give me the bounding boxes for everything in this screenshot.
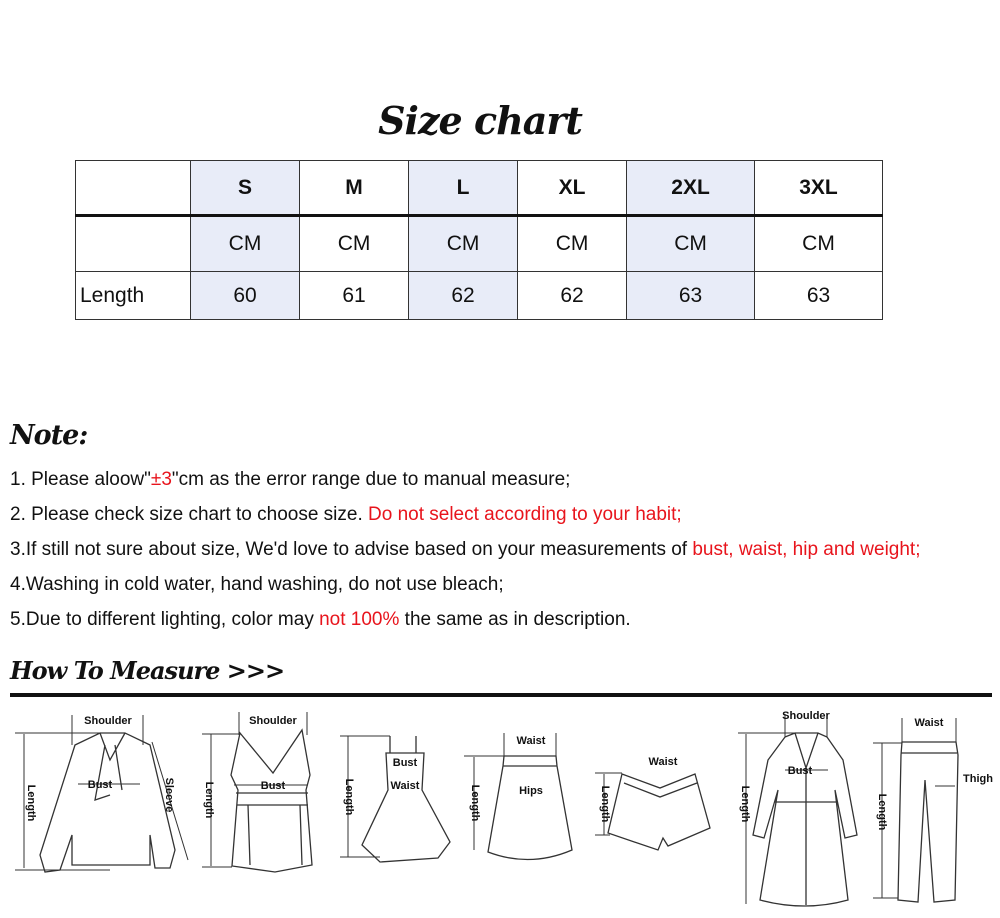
shorts-diagram: Waist Length <box>595 756 711 851</box>
blouse-diagram: Shoulder Bust Length Sleeve <box>15 715 189 873</box>
coat-diagram: Shoulder Bust Length <box>738 710 858 907</box>
label-bust: Bust <box>261 780 286 792</box>
note-line-2: 2. Please check size chart to choose siz… <box>10 504 682 526</box>
note-text: 4.Washing in cold water, hand washing, d… <box>10 574 504 595</box>
unit-cell: CM <box>626 215 755 272</box>
label-waist: Waist <box>391 780 420 792</box>
label-waist: Waist <box>517 735 546 747</box>
unit-row: CM CM CM CM CM CM <box>75 215 883 272</box>
length-cell: 61 <box>299 271 410 320</box>
label-length: Length <box>599 786 611 823</box>
label-bust: Bust <box>393 757 418 769</box>
size-s: S <box>189 160 301 217</box>
note-text: "cm as the error range due to manual mea… <box>171 469 571 490</box>
label-length: Length <box>469 785 481 822</box>
unit-row-label <box>75 215 191 272</box>
label-shoulder: Shoulder <box>84 715 132 727</box>
length-row-label: Length <box>75 271 191 320</box>
skirt-diagram: Waist Hips Length <box>464 733 573 861</box>
label-sleeve: Sleeve <box>163 778 175 813</box>
size-header-row: S M L XL 2XL 3XL <box>75 160 883 217</box>
length-cell: 62 <box>517 271 628 320</box>
tank-top-diagram: Shoulder Bust Length <box>202 712 313 873</box>
label-length: Length <box>343 779 355 816</box>
label-shoulder: Shoulder <box>782 710 830 722</box>
size-m: M <box>299 160 410 217</box>
unit-cell: CM <box>517 215 628 272</box>
label-thigh: Thigh <box>963 773 993 785</box>
note-line-4: 4.Washing in cold water, hand washing, d… <box>10 574 504 596</box>
note-line-3: 3.If still not sure about size, We'd lov… <box>10 539 921 561</box>
size-2xl: 2XL <box>626 160 755 217</box>
note-line-5: 5.Due to different lighting, color may n… <box>10 609 631 631</box>
page-title: Size chart <box>378 98 583 143</box>
size-xl: XL <box>517 160 628 217</box>
note-text: 2. Please check size chart to choose siz… <box>10 504 369 525</box>
length-cell: 63 <box>626 271 755 320</box>
label-bust: Bust <box>88 779 113 791</box>
label-length: Length <box>203 782 215 819</box>
label-length: Length <box>25 785 37 822</box>
note-text: 5.Due to different lighting, color may <box>10 609 320 630</box>
unit-cell: CM <box>408 215 519 272</box>
size-l: L <box>408 160 519 217</box>
length-cell: 63 <box>754 271 883 320</box>
length-row: Length 60 61 62 62 63 63 <box>75 271 883 320</box>
note-text: 1. Please aloow" <box>10 469 151 490</box>
label-hips: Hips <box>519 785 543 797</box>
corner-cell <box>75 160 191 217</box>
label-length: Length <box>739 786 751 823</box>
unit-cell: CM <box>299 215 410 272</box>
dress-diagram: Bust Waist Length <box>340 735 451 863</box>
unit-cell: CM <box>754 215 883 272</box>
label-length: Length <box>876 794 888 831</box>
note-highlight: not 100% <box>319 609 400 630</box>
measurement-diagrams: Shoulder Bust Length Sleeve Shoulder Bus… <box>15 710 993 907</box>
note-text: 3.If still not sure about size, We'd lov… <box>10 539 693 560</box>
label-waist: Waist <box>915 717 944 729</box>
unit-cell: CM <box>189 215 301 272</box>
size-table: S M L XL 2XL 3XL CM CM CM CM CM CM Lengt… <box>75 160 883 320</box>
note-highlight: Do not select according to your habit; <box>368 504 682 525</box>
pants-diagram: Waist Thigh Length <box>873 717 993 903</box>
label-waist: Waist <box>649 756 678 768</box>
section-divider <box>10 693 992 697</box>
note-highlight: bust, waist, hip and weight; <box>692 539 921 560</box>
note-highlight: ±3 <box>150 469 172 490</box>
label-bust: Bust <box>788 765 813 777</box>
size-3xl: 3XL <box>754 160 883 217</box>
note-line-1: 1. Please aloow"±3"cm as the error range… <box>10 469 570 491</box>
length-cell: 60 <box>189 271 301 320</box>
length-cell: 62 <box>408 271 519 320</box>
label-shoulder: Shoulder <box>249 715 297 727</box>
note-heading: Note: <box>10 420 88 451</box>
note-text: the same as in description. <box>399 609 631 630</box>
how-to-measure-heading: How To Measure >>> <box>10 656 285 685</box>
